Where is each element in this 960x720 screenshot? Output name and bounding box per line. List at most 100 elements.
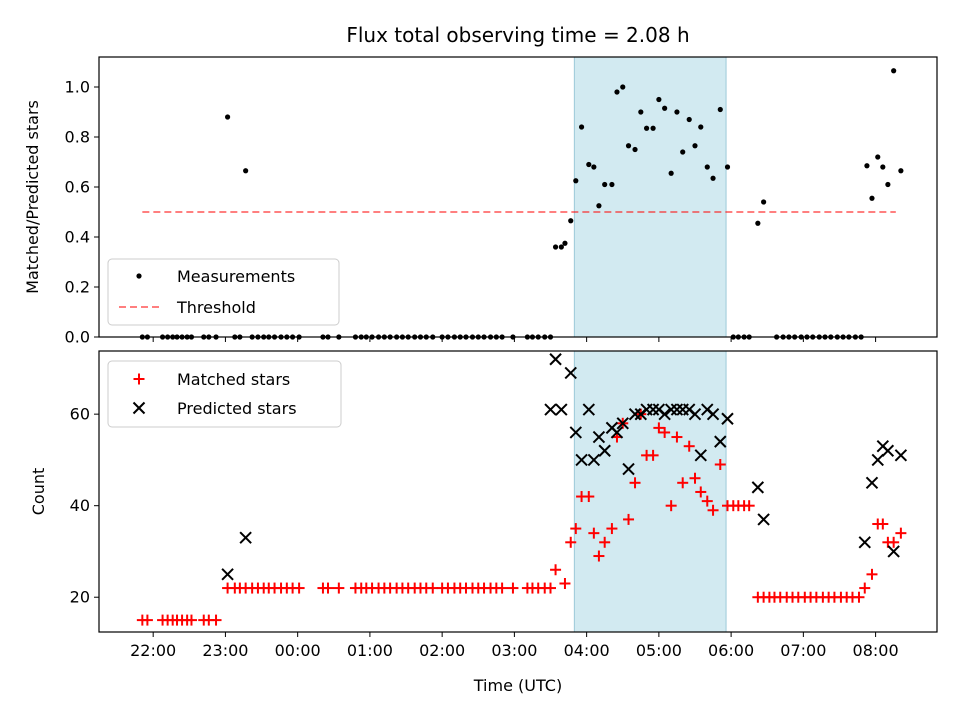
matched-point: [866, 568, 878, 580]
matched-point: [701, 495, 713, 507]
y-ticks: 0.0 0.2 0.4 0.6 0.8 1.0: [65, 78, 99, 347]
measurement-point: [586, 161, 592, 168]
measurement-point: [578, 124, 585, 130]
measurement-point: [717, 106, 723, 113]
matched-point: [293, 582, 305, 594]
measurement-point: [761, 199, 767, 205]
x-tick-label: 00:00: [275, 641, 321, 660]
matched-point: [683, 440, 695, 452]
predicted-point-b: [592, 430, 606, 444]
predicted-point: [544, 403, 557, 416]
observing-span: [573, 56, 727, 338]
matched-point: [653, 422, 665, 434]
measurement-point: [609, 181, 615, 188]
measurement-point: [875, 154, 881, 160]
y-tick-label: 0.4: [65, 228, 90, 247]
predicted-point: [871, 453, 884, 467]
matched-point: [677, 477, 689, 489]
y-ticks: 20 40 60: [70, 405, 99, 607]
predicted-point-b: [575, 453, 588, 467]
x-axis-label: Time (UTC): [473, 676, 562, 695]
measurement-point: [880, 164, 886, 170]
matched-point: [545, 582, 557, 594]
axes-frame: [98, 56, 938, 338]
predicted-point: [646, 403, 660, 416]
measurement-point: [568, 218, 574, 224]
predicted-point-b: [569, 426, 583, 439]
predicted-point-b: [887, 545, 900, 558]
predicted-point: [569, 426, 583, 439]
x-tick-label: 01:00: [347, 641, 393, 660]
predicted-point: [628, 407, 642, 421]
matched-point: [496, 582, 508, 594]
predicted-point-b: [658, 407, 671, 421]
measurement-point: [668, 170, 674, 176]
predicted-point: [555, 403, 568, 416]
x-tick-label: 23:00: [202, 641, 248, 660]
matched-point: [689, 472, 701, 484]
predicted-point: [610, 426, 624, 439]
matched-point: [550, 564, 562, 576]
measurement-point: [698, 124, 704, 130]
measurement-point: [552, 244, 559, 250]
x-tick-label: 07:00: [780, 641, 826, 660]
predicted-point-b: [664, 403, 678, 416]
x-tick-label: 02:00: [419, 641, 465, 660]
counts-series: [136, 353, 908, 626]
predicted-point: [221, 568, 234, 581]
predicted-point: [587, 453, 601, 467]
predicted-point: [881, 444, 895, 457]
measurement-point: [650, 125, 656, 131]
measurement-point: [573, 178, 579, 184]
predicted-point-b: [714, 435, 727, 448]
measurements-legend-marker: [136, 273, 142, 279]
chart-title: Flux total observing time = 2.08 h: [346, 23, 689, 47]
predicted-point: [616, 417, 629, 430]
measurement-point: [643, 125, 650, 131]
y-axis-label: Matched/Predicted stars: [23, 100, 42, 294]
predicted-point-b: [544, 403, 557, 416]
measurement-point: [869, 195, 875, 201]
matched-point: [333, 582, 345, 594]
x-tick-label: 04:00: [564, 641, 610, 660]
measurement-point: [662, 105, 668, 111]
predicted-point: [887, 545, 900, 558]
x-tick-label: 03:00: [491, 641, 537, 660]
legend: Measurements Threshold: [107, 258, 340, 326]
measurement-point: [710, 175, 716, 181]
predicted-point-b: [587, 453, 601, 467]
legend-box: [107, 360, 342, 428]
matched-point: [877, 518, 889, 530]
predicted-point: [564, 366, 577, 380]
predicted-point: [622, 462, 635, 476]
predicted-point: [658, 407, 671, 421]
observing-span-rect: [573, 56, 727, 338]
measurement-point: [632, 146, 638, 153]
measurement-point: [891, 68, 897, 74]
predicted-point-b: [598, 444, 611, 457]
x-tick-label: 08:00: [853, 641, 899, 660]
y-axis-label: Count: [29, 468, 48, 516]
predicted-point: [592, 430, 606, 444]
predicted-point-b: [564, 366, 577, 380]
matched-point: [565, 536, 577, 548]
measurement-point: [224, 114, 231, 120]
predicted-point-b: [221, 568, 234, 581]
predicted-point: [239, 531, 252, 544]
predicted-point-b: [706, 407, 720, 421]
measurement-point: [620, 84, 626, 90]
y-tick-label: 1.0: [65, 78, 90, 97]
predicted-point-b: [865, 476, 879, 490]
axes-frame: [98, 350, 938, 633]
matched-legend-plus: [133, 373, 145, 385]
matched-point: [859, 582, 871, 594]
y-tick-label: 40: [70, 496, 90, 515]
matched-point: [714, 458, 726, 470]
predicted-point-b: [858, 536, 871, 549]
predicted-point: [694, 449, 707, 462]
matched-point: [322, 582, 334, 594]
predicted-point-b: [610, 426, 624, 439]
measurement-point: [692, 143, 698, 149]
y-tick-label: 20: [70, 588, 90, 607]
legend-entry-threshold: Threshold: [176, 298, 256, 317]
